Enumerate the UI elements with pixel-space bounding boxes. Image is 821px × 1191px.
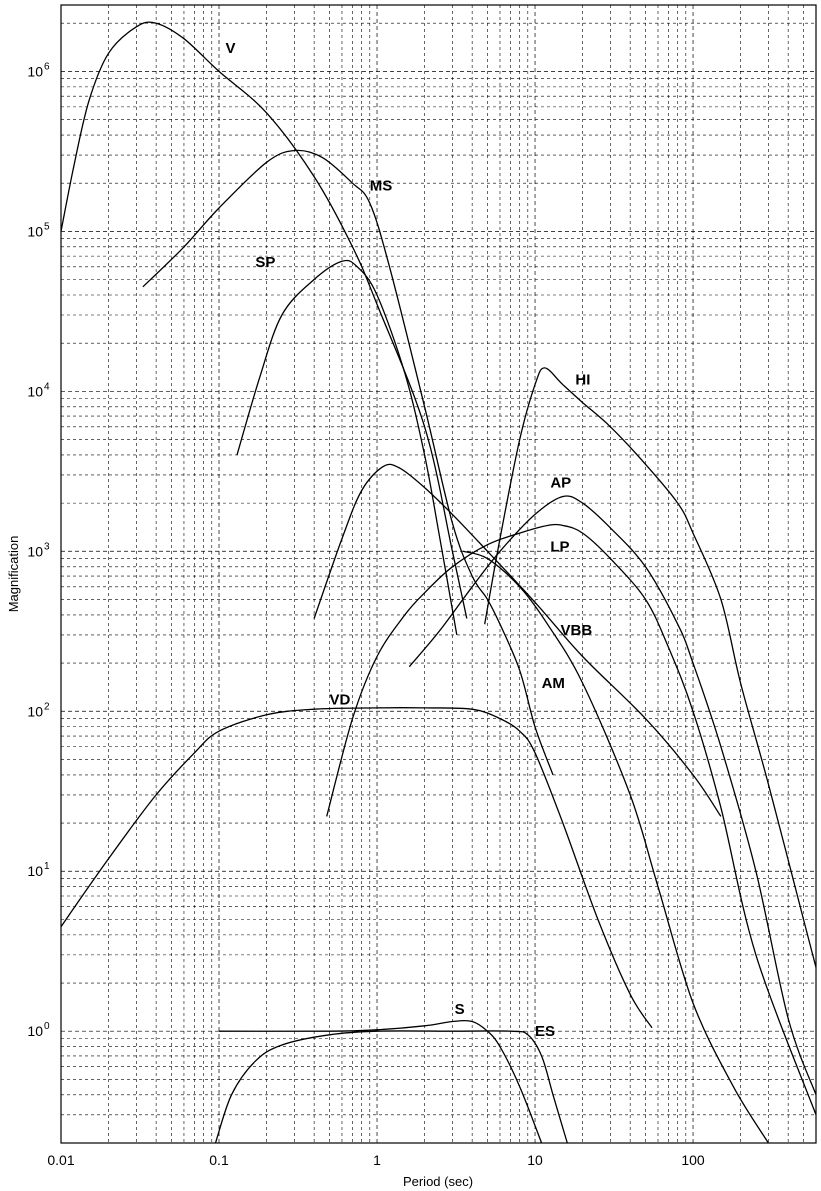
grid-lines (61, 5, 816, 1143)
series-line-vbb (313, 463, 722, 817)
series-line-hi (484, 367, 817, 968)
y-tick-exponent: 5 (44, 221, 50, 232)
y-tick-exponent: 1 (44, 861, 50, 872)
plot-frame (60, 4, 817, 1144)
y-tick-label: 10 (27, 223, 43, 239)
series-label-ap: AP (550, 475, 571, 492)
series-line-ms (142, 149, 554, 776)
x-axis-title: Period (sec) (403, 1174, 473, 1189)
series-line-s (218, 1019, 543, 1144)
series-labels: V MS SP HI AP LP VBB AM VD S ES (226, 40, 593, 1040)
x-tick-label: 10 (527, 1152, 543, 1168)
series-label-es: ES (535, 1023, 555, 1040)
y-tick-label: 10 (27, 1023, 43, 1039)
series-line-ap (408, 495, 817, 1096)
series-label-ms: MS (370, 178, 393, 195)
series-label-s: S (455, 1001, 465, 1018)
y-tick-label: 10 (27, 543, 43, 559)
series-label-vd: VD (329, 692, 350, 709)
y-axis-title: Magnification (6, 536, 21, 613)
series-label-v: V (226, 40, 236, 57)
y-tick-label: 10 (27, 863, 43, 879)
y-tick-exponent: 6 (44, 61, 50, 72)
series-line-lp (326, 523, 817, 1116)
x-tick-label: 1 (373, 1152, 381, 1168)
y-tick-exponent: 2 (44, 701, 50, 712)
series-label-hi: HI (575, 372, 590, 389)
y-tick-exponent: 0 (44, 1021, 50, 1032)
y-tick-label: 10 (27, 383, 43, 399)
y-tick-label: 10 (27, 703, 43, 719)
y-tick-label: 10 (27, 63, 43, 79)
series-line-v (60, 21, 468, 619)
x-axis-tick-labels: 0.01 0.1 1 10 100 (47, 1152, 705, 1168)
series-label-sp: SP (255, 254, 275, 271)
series-label-am: AM (542, 675, 565, 692)
series-label-vbb: VBB (561, 622, 593, 639)
x-tick-label: 0.01 (47, 1152, 74, 1168)
x-tick-label: 100 (681, 1152, 705, 1168)
series-line-vd (60, 707, 653, 1029)
x-tick-label: 0.1 (209, 1152, 229, 1168)
series-line-es (214, 1030, 568, 1144)
series-line-sp (236, 259, 458, 636)
y-tick-exponent: 3 (44, 541, 50, 552)
series-label-lp: LP (550, 538, 569, 555)
y-tick-exponent: 4 (44, 381, 50, 392)
series-curves (60, 21, 817, 1144)
series-line-am (462, 550, 769, 1144)
